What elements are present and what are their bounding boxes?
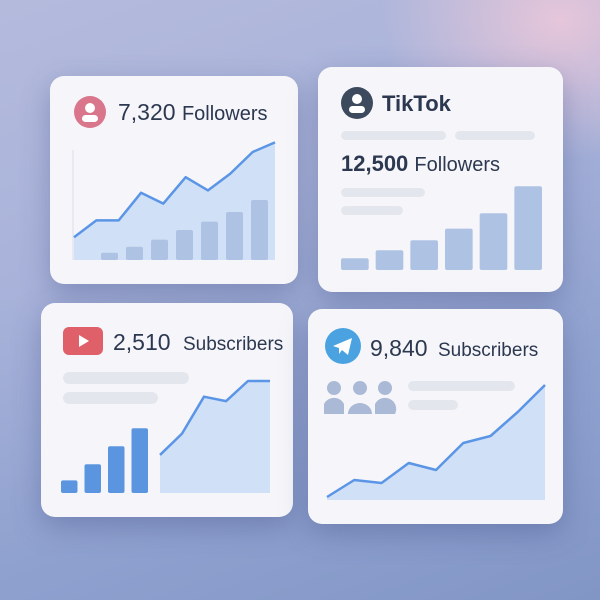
bar bbox=[201, 221, 218, 260]
tiktok-card[interactable]: TikTok 12,500 Followers bbox=[318, 67, 563, 292]
telegram-icon bbox=[325, 328, 361, 364]
placeholder-line bbox=[408, 381, 515, 391]
youtube-icon bbox=[63, 327, 103, 355]
placeholder-line bbox=[341, 188, 425, 197]
bar bbox=[84, 464, 101, 493]
follower-label: Followers bbox=[414, 154, 500, 176]
bar-chart bbox=[341, 186, 542, 270]
placeholder-line bbox=[455, 131, 535, 140]
youtube-card[interactable]: 2,510 Subscribers bbox=[41, 303, 293, 517]
follower-count: 7,320 bbox=[118, 99, 176, 125]
bar bbox=[375, 250, 404, 270]
subscriber-label: Subscribers bbox=[182, 334, 284, 355]
placeholder-line bbox=[341, 131, 446, 140]
growth-chart bbox=[72, 141, 276, 260]
bar bbox=[131, 428, 148, 493]
bar bbox=[176, 230, 193, 260]
subscriber-count: 2,510 bbox=[113, 329, 171, 355]
user-icon bbox=[74, 96, 106, 128]
user-icon bbox=[341, 87, 373, 119]
bar bbox=[226, 212, 243, 260]
trend-line bbox=[73, 141, 276, 239]
bar bbox=[61, 480, 78, 493]
trend-line bbox=[326, 384, 546, 499]
followers-card[interactable]: 7,320 Followers bbox=[50, 76, 298, 284]
placeholder-line bbox=[341, 206, 403, 215]
follower-label: Followers bbox=[181, 103, 268, 125]
bar bbox=[410, 240, 438, 270]
placeholder-line bbox=[408, 400, 458, 410]
bar bbox=[341, 258, 369, 270]
subscriber-label: Subscribers bbox=[437, 340, 539, 361]
platform-name: TikTok bbox=[382, 91, 451, 116]
bar bbox=[445, 228, 473, 270]
bar bbox=[251, 200, 268, 260]
trend-area bbox=[327, 385, 545, 500]
bar bbox=[151, 239, 168, 260]
trend-area bbox=[160, 381, 270, 493]
placeholder-line bbox=[63, 392, 158, 404]
bar bbox=[514, 186, 542, 270]
telegram-card[interactable]: 9,840 Subscribers bbox=[308, 309, 563, 524]
follower-count: 12,500 bbox=[341, 151, 409, 176]
growth-chart bbox=[61, 379, 270, 493]
bar bbox=[101, 252, 118, 260]
bar bbox=[479, 213, 508, 270]
placeholder-line bbox=[63, 372, 189, 384]
bar bbox=[126, 246, 143, 260]
growth-chart bbox=[326, 384, 546, 500]
trend-line bbox=[159, 379, 270, 456]
people-icon bbox=[324, 381, 397, 414]
trend-area bbox=[74, 142, 275, 260]
bar bbox=[108, 446, 125, 493]
subscriber-count: 9,840 bbox=[370, 335, 428, 361]
